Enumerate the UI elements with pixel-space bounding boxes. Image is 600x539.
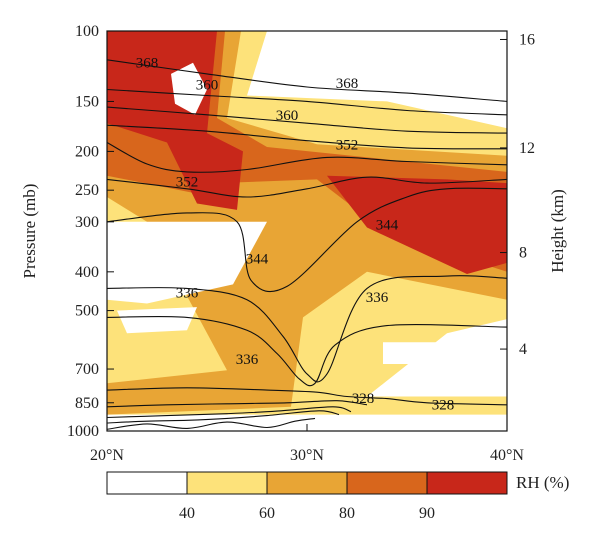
pressure-axis-title: Pressure (mb) bbox=[20, 184, 39, 279]
theta-e-contours bbox=[107, 59, 507, 430]
theta-contour-line-11 bbox=[107, 400, 368, 408]
height-tick-label-16: 16 bbox=[519, 31, 535, 48]
colorbar-tick-label-90: 90 bbox=[419, 505, 435, 522]
colorbar-bin-4 bbox=[346, 471, 428, 495]
theta-contour-336-9 bbox=[107, 315, 507, 387]
pressure-tick-label-1000: 1000 bbox=[67, 423, 99, 440]
rh-dry-region-3 bbox=[117, 307, 197, 334]
pressure-tick-label-500: 500 bbox=[75, 303, 99, 320]
theta-contour-line-6 bbox=[107, 176, 507, 198]
height-tick-label-8: 8 bbox=[519, 245, 527, 262]
rh-colorbar: 40 60 80 90 bbox=[106, 471, 508, 522]
pressure-tick-label-200: 200 bbox=[75, 143, 99, 160]
pressure-tick-label-150: 150 bbox=[75, 93, 99, 110]
height-axis: 4 8 12 16 bbox=[500, 31, 535, 358]
colorbar-bin-3 bbox=[266, 471, 348, 495]
colorbar-bin-5 bbox=[426, 471, 508, 495]
latitude-tick-label-40: 40°N bbox=[490, 447, 524, 464]
colorbar-label: RH (%) bbox=[516, 473, 569, 492]
pressure-tick-label-400: 400 bbox=[75, 264, 99, 281]
theta-contour-line-2 bbox=[107, 88, 507, 116]
contour-label-336-11: 336 bbox=[236, 352, 259, 368]
theta-contour-336-8 bbox=[107, 275, 507, 383]
contour-label-344-8: 344 bbox=[246, 251, 269, 267]
theta-contour-line-14 bbox=[107, 417, 316, 430]
contour-label-360-2: 360 bbox=[196, 77, 219, 93]
height-tick-label-12: 12 bbox=[519, 140, 535, 157]
contour-label-336-9: 336 bbox=[176, 285, 199, 301]
rh-dry-region-1 bbox=[171, 62, 207, 115]
plot-area: 368 360 360 368 352 352 344 344 336 336 336 328 328 bbox=[106, 30, 508, 432]
contour-label-368-4: 368 bbox=[336, 76, 359, 92]
contour-label-328-12: 328 bbox=[352, 391, 375, 407]
contour-label-336-10: 336 bbox=[366, 290, 389, 306]
contour-label-328-13: 328 bbox=[432, 397, 455, 413]
theta-e-contour-labels: 368 360 360 368 352 352 344 344 336 336 336 328 328 bbox=[136, 56, 455, 414]
colorbar-tick-label-80: 80 bbox=[339, 505, 355, 522]
theta-contour-360-3 bbox=[107, 106, 507, 134]
colorbar-tick-label-40: 40 bbox=[179, 505, 195, 522]
colorbar-bin-1 bbox=[106, 471, 188, 495]
contour-label-352-6: 352 bbox=[176, 175, 199, 191]
rh-region-4 bbox=[107, 31, 243, 210]
latitude-axis: 20°N 30°N 40°N bbox=[90, 424, 524, 464]
pressure-axis: 100 150 200 250 300 400 500 700 850 1000 bbox=[67, 23, 114, 440]
rh-region-5 bbox=[327, 175, 507, 274]
theta-contour-line-12 bbox=[107, 406, 352, 419]
contour-label-344-7: 344 bbox=[376, 218, 399, 234]
theta-contour-344-7 bbox=[107, 187, 507, 293]
colorbar-tick-label-60: 60 bbox=[259, 505, 275, 522]
height-tick-label-4: 4 bbox=[519, 341, 527, 358]
relative-humidity-fills bbox=[107, 31, 507, 415]
pressure-tick-label-700: 700 bbox=[75, 361, 99, 378]
pressure-tick-label-850: 850 bbox=[75, 395, 99, 412]
theta-contour-368-1 bbox=[107, 59, 507, 102]
latitude-tick-label-30: 30°N bbox=[290, 447, 324, 464]
height-axis-title: Height (km) bbox=[548, 189, 567, 273]
pressure-tick-label-100: 100 bbox=[75, 23, 99, 40]
colorbar-bin-2 bbox=[186, 471, 268, 495]
theta-contour-line-13 bbox=[107, 410, 340, 424]
theta-contour-352-5 bbox=[107, 142, 507, 173]
contour-label-368-1: 368 bbox=[136, 56, 159, 72]
rh-dry-region-4 bbox=[383, 342, 443, 364]
contour-label-360-3: 360 bbox=[276, 108, 299, 124]
theta-contour-line-4 bbox=[107, 124, 507, 150]
rh-dry-region-2 bbox=[107, 221, 267, 304]
latitude-tick-label-20: 20°N bbox=[90, 447, 124, 464]
theta-contour-328-10 bbox=[107, 387, 507, 406]
contour-label-352-5: 352 bbox=[336, 137, 359, 153]
pressure-tick-label-250: 250 bbox=[75, 182, 99, 199]
pressure-tick-label-300: 300 bbox=[75, 214, 99, 231]
